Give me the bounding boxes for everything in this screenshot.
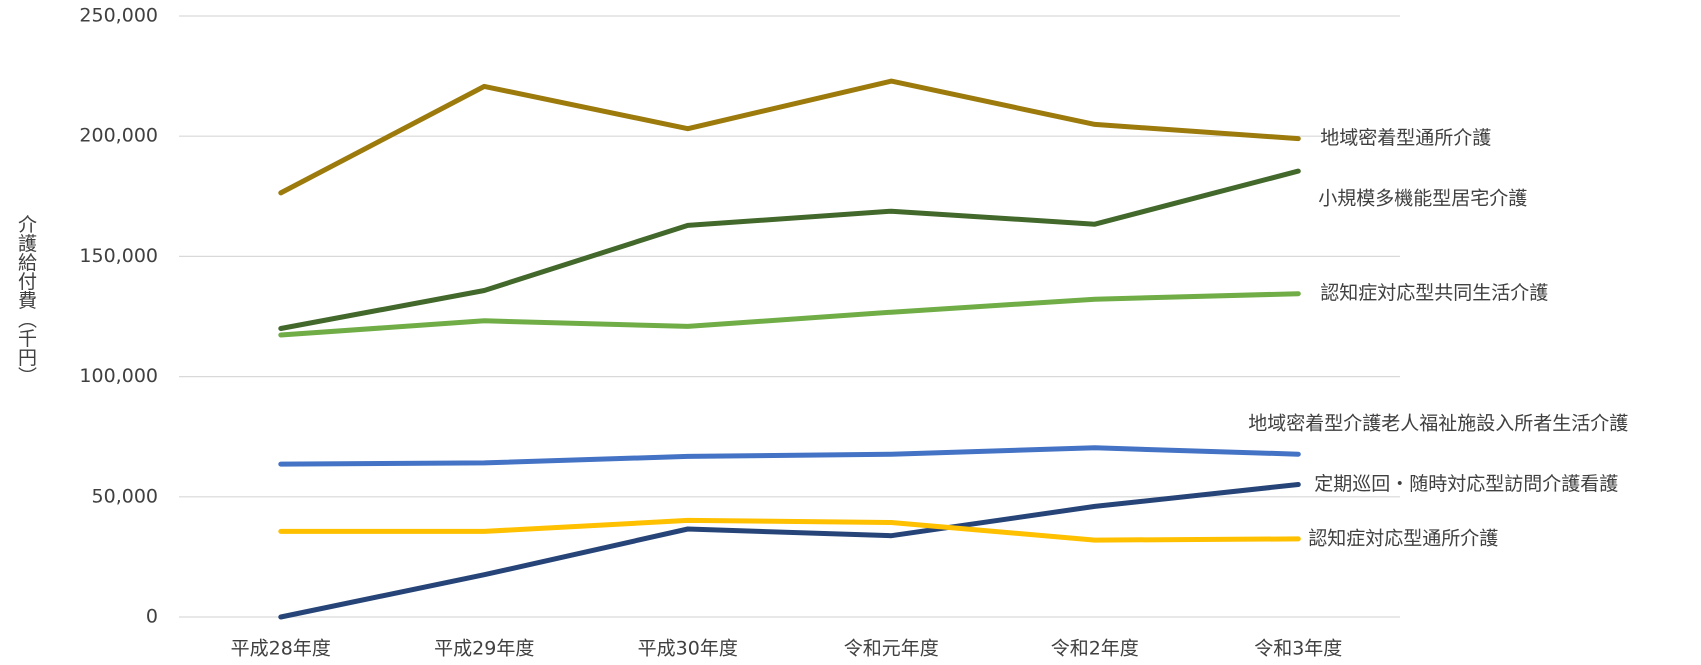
series-line: [278, 482, 1301, 620]
series-line: [278, 445, 1301, 467]
x-tick-label: 平成28年度: [231, 638, 331, 660]
series-label: 定期巡回・随時対応型訪問介護看護: [1314, 473, 1618, 495]
x-tick-label: 令和2年度: [1051, 638, 1139, 660]
y-tick-label: 0: [146, 606, 158, 628]
series-label: 地域密着型介護老人福祉施設入所者生活介護: [1248, 413, 1628, 435]
y-axis-title: 介護給付費（千円）: [15, 214, 37, 385]
x-tick-label: 平成30年度: [638, 638, 738, 660]
x-tick-label: 令和元年度: [844, 638, 939, 660]
y-tick-label: 150,000: [79, 245, 158, 267]
x-tick-label: 平成29年度: [434, 638, 534, 660]
series-line: [278, 168, 1301, 331]
x-tick-label: 令和3年度: [1254, 638, 1342, 660]
series-label: 認知症対応型共同生活介護: [1320, 282, 1548, 304]
y-tick-label: 50,000: [92, 485, 158, 507]
series-label: 地域密着型通所介護: [1320, 127, 1491, 149]
series-label: 小規模多機能型居宅介護: [1318, 188, 1527, 210]
y-tick-label: 100,000: [79, 365, 158, 387]
y-tick-label: 200,000: [79, 125, 158, 147]
y-tick-label: 250,000: [79, 5, 158, 27]
series-line: [278, 78, 1301, 196]
series-line: [278, 517, 1301, 543]
series-label: 認知症対応型通所介護: [1308, 527, 1498, 549]
series-line: [278, 291, 1301, 338]
